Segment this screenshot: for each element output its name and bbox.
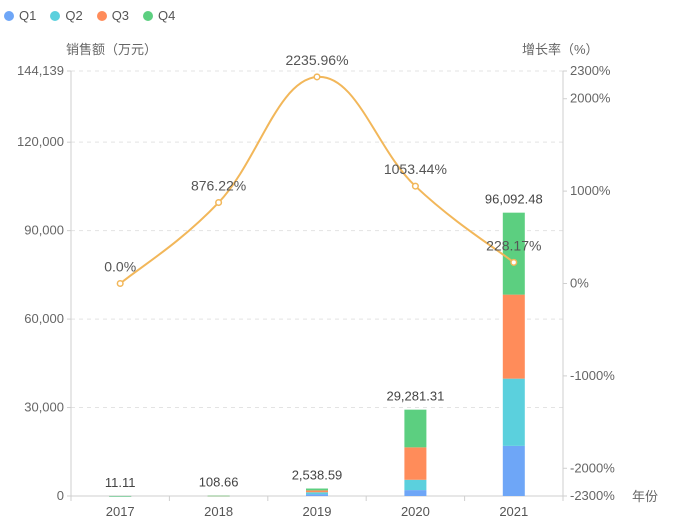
legend-label: Q2 — [65, 8, 83, 23]
legend-item-q4[interactable]: Q4 — [143, 8, 175, 23]
left-tick-label: 0 — [57, 488, 64, 503]
left-tick-label: 30,000 — [24, 400, 64, 415]
bar-total-label: 108.66 — [199, 475, 239, 490]
bar-q2-2019 — [306, 492, 328, 495]
left-axis-title: 销售额（万元） — [66, 42, 158, 57]
bar-total-label: 96,092.48 — [485, 192, 543, 207]
right-tick-label: 1000% — [570, 183, 611, 198]
left-tick-label: 120,000 — [17, 134, 64, 149]
bar-q4-2018 — [207, 495, 230, 497]
growth-label: 2235.96% — [285, 52, 348, 68]
legend-label: Q1 — [19, 8, 37, 23]
growth-point — [116, 279, 124, 288]
x-axis-title: 年份 — [632, 489, 659, 504]
bar-q3-2020 — [404, 447, 427, 480]
growth-label: 0.0% — [104, 259, 136, 275]
bar-q4-2017 — [109, 495, 132, 497]
legend-item-q3[interactable]: Q3 — [96, 8, 130, 23]
bar-q2-2020 — [404, 479, 427, 491]
right-tick-label: -2300% — [570, 488, 615, 503]
legend-dot-icon — [50, 10, 61, 21]
right-tick-label: -2000% — [570, 460, 615, 475]
x-tick-label: 2018 — [204, 504, 233, 519]
bar-total-label: 29,281.31 — [386, 389, 444, 404]
bar-q1-2019 — [306, 494, 328, 496]
left-tick-label: 144,139 — [17, 63, 64, 78]
growth-label: 228.17% — [486, 237, 541, 253]
bar-q1-2021 — [502, 445, 525, 496]
bar-q4-2021 — [502, 212, 525, 295]
legend-label: Q3 — [111, 8, 130, 23]
legend-label: Q4 — [158, 8, 176, 23]
right-tick-label: -1000% — [570, 368, 615, 383]
legend-item-q1[interactable]: Q1 — [4, 8, 36, 23]
left-tick-label: 90,000 — [24, 223, 64, 238]
growth-point — [215, 198, 223, 207]
x-tick-label: 2019 — [303, 504, 332, 519]
legend-dot-icon — [4, 10, 14, 21]
right-tick-label: 2300% — [570, 63, 611, 78]
left-tick-label: 60,000 — [24, 311, 64, 326]
bar-total-label: 11.11 — [105, 475, 136, 490]
legend-item-q2[interactable]: Q2 — [50, 8, 83, 23]
right-tick-label: 2000% — [570, 91, 611, 106]
growth-label: 876.22% — [191, 178, 246, 194]
right-tick-label: 0% — [570, 276, 589, 291]
growth-point — [510, 258, 518, 266]
chart-legend: Q1 Q2 Q3 Q4 — [4, 8, 175, 23]
x-tick-label: 2021 — [499, 504, 528, 519]
bar-q4-2020 — [404, 409, 427, 448]
growth-point — [411, 182, 419, 190]
growth-line — [119, 75, 515, 285]
bar-total-label: 2,538.59 — [292, 468, 343, 483]
bar-q2-2021 — [502, 378, 525, 446]
growth-point — [313, 73, 321, 81]
bar-q3-2019 — [306, 490, 328, 493]
right-axis-title: 增长率（%） — [522, 42, 599, 57]
growth-label: 1053.44% — [384, 161, 447, 177]
legend-dot-icon — [143, 10, 154, 21]
x-tick-label: 2020 — [401, 504, 430, 519]
legend-dot-icon — [96, 10, 107, 21]
x-tick-label: 2017 — [106, 504, 135, 519]
bar-q1-2020 — [404, 490, 427, 496]
bar-q3-2021 — [502, 294, 525, 379]
bar-q4-2019 — [306, 488, 328, 491]
